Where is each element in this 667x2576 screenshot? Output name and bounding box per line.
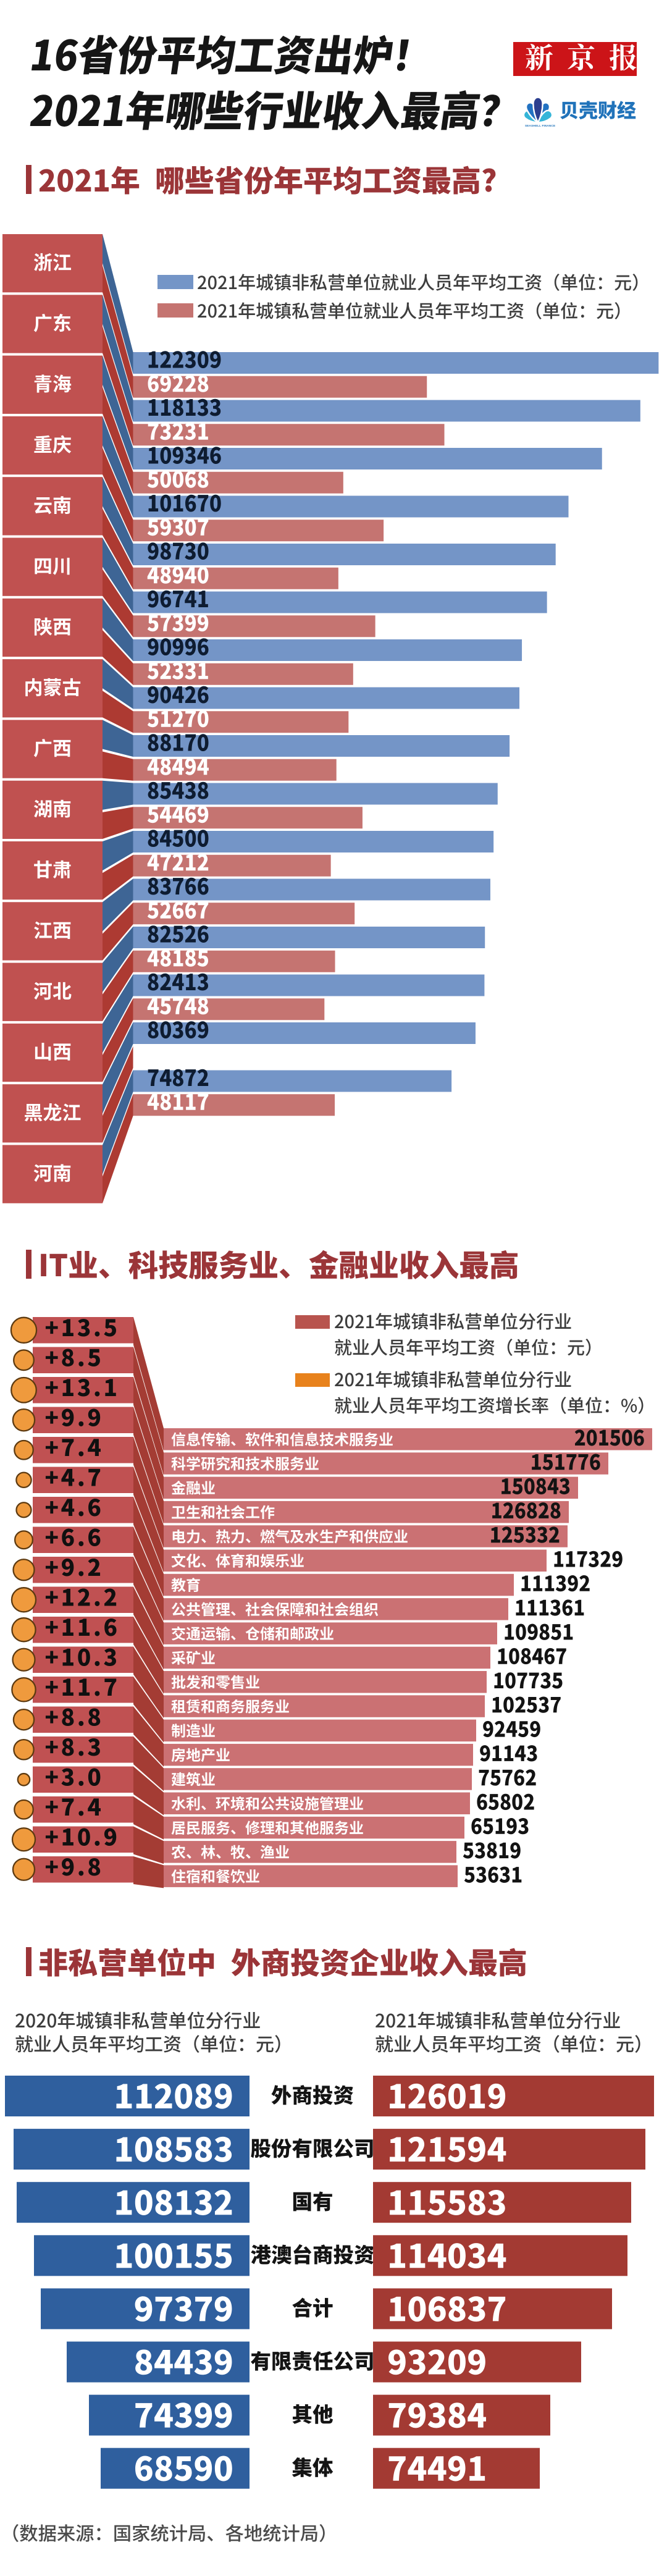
svg-text:SEASHELL FINANCE: SEASHELL FINANCE xyxy=(525,124,555,127)
